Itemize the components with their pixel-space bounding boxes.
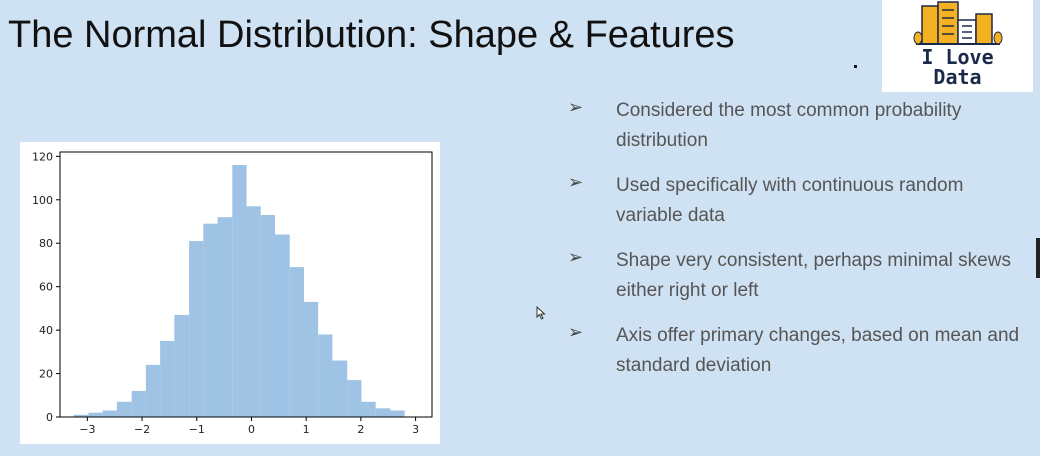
x-tick-label: 3 bbox=[412, 423, 419, 436]
bullet-item: ➢ Considered the most common probability… bbox=[568, 96, 1028, 156]
y-tick-label: 40 bbox=[39, 324, 53, 337]
histogram-bar bbox=[390, 410, 405, 417]
y-tick-label: 60 bbox=[39, 281, 53, 294]
decorative-dot bbox=[854, 65, 857, 68]
arrow-bullet-icon: ➢ bbox=[568, 247, 584, 268]
edge-marker bbox=[1036, 238, 1040, 278]
histogram-bar bbox=[88, 412, 103, 417]
logo: I Love Data bbox=[882, 0, 1033, 92]
histogram-bar bbox=[332, 360, 348, 417]
bullet-text: Used specifically with continuous random… bbox=[616, 175, 964, 226]
x-tick-label: 2 bbox=[357, 423, 364, 436]
bullet-item: ➢ Axis offer primary changes, based on m… bbox=[568, 321, 1028, 381]
y-tick-label: 20 bbox=[39, 368, 53, 381]
histogram-bar bbox=[131, 390, 146, 417]
histogram-bar bbox=[375, 408, 391, 417]
mouse-pointer-icon bbox=[536, 306, 546, 320]
histogram-bar bbox=[318, 334, 333, 417]
histogram-bar bbox=[102, 410, 117, 417]
arrow-bullet-icon: ➢ bbox=[568, 322, 584, 343]
bullet-text: Axis offer primary changes, based on mea… bbox=[616, 325, 1020, 376]
histogram-panel: −3 −2 −1 0 1 2 3 0 20 40 60 80 100 120 bbox=[20, 142, 440, 444]
histogram-bar bbox=[274, 234, 290, 417]
histogram-bar bbox=[303, 301, 319, 417]
histogram-bar bbox=[347, 380, 362, 417]
histogram-bar bbox=[289, 267, 304, 417]
histogram-bar bbox=[116, 401, 132, 417]
logo-text-line1: I Love bbox=[921, 45, 994, 69]
y-tick-label: 0 bbox=[46, 411, 53, 424]
bullet-list: ➢ Considered the most common probability… bbox=[568, 96, 1028, 396]
x-tick-label: −2 bbox=[134, 423, 150, 436]
slide-title: The Normal Distribution: Shape & Feature… bbox=[8, 14, 735, 56]
histogram-bar bbox=[203, 223, 218, 417]
x-tick-label: 0 bbox=[248, 423, 255, 436]
histogram-bar bbox=[217, 217, 233, 417]
histogram-bar bbox=[160, 340, 175, 417]
histogram-bar bbox=[232, 165, 247, 417]
histogram-bar bbox=[260, 214, 275, 417]
plot-frame bbox=[59, 151, 433, 418]
bullet-item: ➢ Shape very consistent, perhaps minimal… bbox=[568, 246, 1028, 306]
x-tick-label: 1 bbox=[303, 423, 310, 436]
histogram-bar bbox=[174, 314, 190, 417]
y-tick-label: 80 bbox=[39, 237, 53, 250]
bullet-text: Considered the most common probability d… bbox=[616, 100, 962, 151]
histogram-bar bbox=[73, 414, 89, 417]
histogram-chart: −3 −2 −1 0 1 2 3 0 20 40 60 80 100 120 bbox=[32, 150, 433, 436]
arrow-bullet-icon: ➢ bbox=[568, 97, 584, 118]
bullet-item: ➢ Used specifically with continuous rand… bbox=[568, 171, 1028, 231]
histogram-bar bbox=[189, 241, 204, 417]
arrow-bullet-icon: ➢ bbox=[568, 172, 584, 193]
logo-text-line2: Data bbox=[933, 65, 982, 89]
city-buildings-icon bbox=[913, 1, 1003, 45]
x-tick-label: −1 bbox=[189, 423, 205, 436]
y-tick-label: 100 bbox=[32, 194, 53, 207]
y-tick-label: 120 bbox=[32, 150, 53, 163]
histogram-bar bbox=[145, 364, 161, 417]
histogram-bar bbox=[246, 206, 261, 417]
x-tick-label: −3 bbox=[79, 423, 95, 436]
bullet-text: Shape very consistent, perhaps minimal s… bbox=[616, 250, 1011, 301]
histogram-bar bbox=[361, 401, 376, 417]
